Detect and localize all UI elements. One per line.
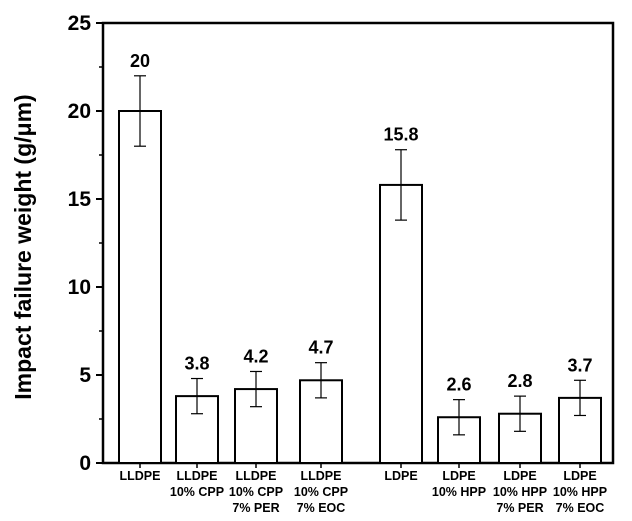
x-tick-label: 10% HPP xyxy=(553,485,607,499)
bar xyxy=(379,183,423,464)
bar xyxy=(299,379,343,464)
x-tick-label: LDPE xyxy=(442,469,475,483)
data-label: 3.8 xyxy=(184,354,209,374)
x-tick-label: 10% CPP xyxy=(170,485,224,499)
bar xyxy=(118,110,162,464)
x-tick-label: 10% CPP xyxy=(229,485,283,499)
data-label: 4.7 xyxy=(308,338,333,358)
x-tick-label: 7% EOC xyxy=(556,501,605,515)
y-tick-label: 5 xyxy=(79,364,91,387)
x-tick-label: LDPE xyxy=(563,469,596,483)
x-tick-label: LDPE xyxy=(503,469,536,483)
x-tick-label: LLDPE xyxy=(236,469,277,483)
data-label: 2.6 xyxy=(446,375,471,395)
x-tick-label: LLDPE xyxy=(301,469,342,483)
x-tick-label: 7% PER xyxy=(496,501,543,515)
x-tick-label: 7% PER xyxy=(232,501,279,515)
y-tick-label: 15 xyxy=(68,188,92,211)
data-label: 4.2 xyxy=(243,346,268,366)
x-tick-label: 10% CPP xyxy=(294,485,348,499)
x-tick-label: LLDPE xyxy=(177,469,218,483)
data-label: 20 xyxy=(130,51,150,71)
y-axis-title: Impact failure weight (g/μm) xyxy=(10,94,36,399)
y-tick-label: 0 xyxy=(79,452,91,475)
data-label: 2.8 xyxy=(507,371,532,391)
x-tick-label: 10% HPP xyxy=(432,485,486,499)
y-tick-label: 25 xyxy=(68,12,92,35)
data-label: 15.8 xyxy=(383,125,418,145)
x-tick-label: 10% HPP xyxy=(493,485,547,499)
y-tick-label: 20 xyxy=(68,100,91,123)
x-tick-label: LLDPE xyxy=(120,469,161,483)
x-tick-label: 7% EOC xyxy=(297,501,346,515)
data-label: 3.7 xyxy=(567,355,592,375)
x-tick-label: LDPE xyxy=(384,469,417,483)
y-tick-label: 10 xyxy=(68,276,91,299)
plot-area: 0 5 10 15 20 25 20 LLDPE 3.8 LLDPE 10% CPP 4.2 LLDPE… xyxy=(68,12,615,515)
